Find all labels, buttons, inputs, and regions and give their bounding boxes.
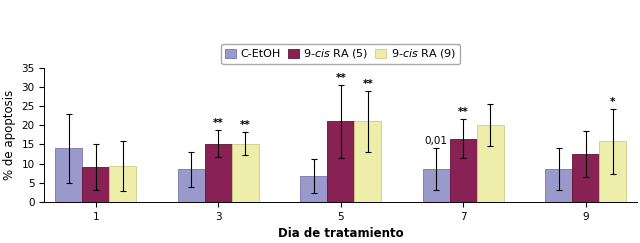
Bar <box>109 166 136 202</box>
Y-axis label: % de apoptosis: % de apoptosis <box>3 90 16 180</box>
Text: **: ** <box>362 79 373 89</box>
Legend: C-EtOH, 9-$\it{cis}$ RA (5), 9-$\it{cis}$ RA (9): C-EtOH, 9-$\it{cis}$ RA (5), 9-$\it{cis}… <box>221 43 460 64</box>
Bar <box>205 144 232 202</box>
Text: *: * <box>610 97 616 107</box>
Bar <box>450 139 477 202</box>
X-axis label: Dia de tratamiento: Dia de tratamiento <box>278 227 404 240</box>
Bar <box>354 121 381 202</box>
Text: **: ** <box>213 118 223 128</box>
Bar <box>423 169 450 202</box>
Bar <box>327 121 354 202</box>
Bar <box>232 144 259 202</box>
Text: 0,01: 0,01 <box>425 136 448 146</box>
Bar <box>83 167 109 202</box>
Text: **: ** <box>458 107 468 117</box>
Text: **: ** <box>335 73 346 83</box>
Bar <box>545 169 572 202</box>
Bar <box>477 125 504 202</box>
Bar <box>178 169 205 202</box>
Bar <box>572 154 599 202</box>
Bar <box>55 148 83 202</box>
Bar <box>300 176 327 202</box>
Text: **: ** <box>240 120 251 130</box>
Bar <box>599 141 626 202</box>
